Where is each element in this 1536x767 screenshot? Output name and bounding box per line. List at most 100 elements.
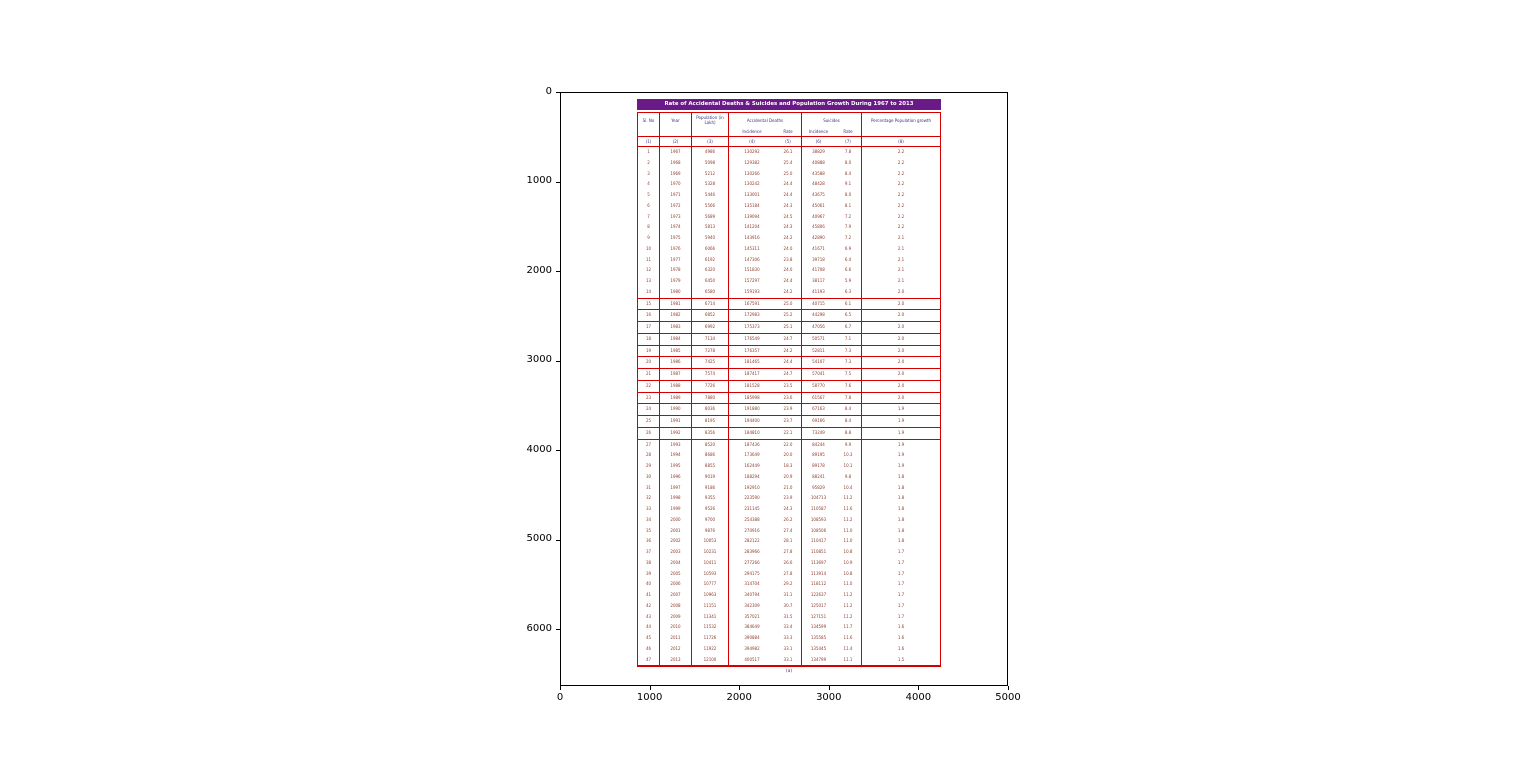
table-cell: 40715 — [801, 298, 835, 310]
table-cell: 5689 — [691, 211, 728, 223]
table-cell: 10.3 — [843, 452, 853, 458]
table-cell: 8686 — [691, 450, 728, 461]
table-cell: 9355 — [691, 493, 728, 504]
table-cell: 1.6 — [861, 622, 940, 633]
x-tick-mark — [918, 686, 920, 690]
table-cell: 47056 — [801, 322, 835, 333]
col-header-suicides: Suicides — [801, 113, 861, 127]
table-row: 2 1968 5098 129382 25.4 40888 8.0 2.2 — [638, 157, 940, 169]
table-cell: 282122 — [728, 536, 775, 547]
table-cell: 7.3 — [844, 347, 852, 353]
table-cell: 22.0 — [783, 441, 793, 447]
table-cell: 139094 — [728, 211, 775, 223]
table-row: 6 1972 5566 135184 24.3 45061 8.1 2.2 — [638, 200, 940, 212]
table-cell: 9019 — [691, 471, 728, 483]
table-cell: 7.2 — [844, 235, 852, 240]
table-cell: 394982 — [728, 643, 775, 655]
table-cell: 26 — [645, 429, 652, 435]
table-cell: 27 — [645, 441, 652, 447]
table-cell: 1990 — [659, 404, 691, 415]
table-cell: 24.2 — [783, 235, 793, 240]
table-cell: 1.8 — [861, 504, 940, 515]
table-cell: 20.0 — [783, 452, 793, 458]
table-cell: 2.1 — [861, 276, 940, 287]
table-cell: 9526 — [691, 504, 728, 515]
table-cell: 6.4 — [844, 256, 852, 262]
table-cell: 11.2 — [843, 592, 853, 597]
table-cell: 277266 — [728, 557, 775, 569]
table-cell: 41671 — [801, 243, 835, 255]
table-cell: 69166 — [801, 416, 835, 427]
table-cell: 28.1 — [783, 538, 793, 544]
table-cell: 2.2 — [861, 190, 940, 201]
table-row: 13 1979 6450 157297 24.4 38117 5.9 2.1 — [638, 276, 940, 287]
x-tick-label: 4000 — [905, 692, 932, 703]
table-cell: 1.8 — [861, 493, 940, 504]
table-cell: 1968 — [659, 157, 691, 169]
table-cell: 35 — [645, 527, 652, 533]
table-cell: 125017 — [801, 600, 835, 612]
table-row: 33 1999 9526 231145 24.3 110587 11.6 1.8 — [638, 504, 940, 515]
table-cell: 11.2 — [843, 613, 853, 619]
table-cell: 9700 — [691, 514, 728, 526]
subheader-suicides-rate: Rate — [843, 129, 853, 134]
table-row: 47 2013 12100 400517 33.1 134799 11.1 1.5 — [638, 654, 940, 666]
table-cell: 45061 — [801, 200, 835, 212]
table-cell: 1.9 — [861, 404, 940, 415]
table-cell: 1.6 — [861, 643, 940, 655]
table-cell: 7278 — [691, 345, 728, 357]
table-cell: 34 — [645, 516, 652, 522]
table-row: 39 2005 10593 294175 27.8 113914 10.8 1.7 — [638, 568, 940, 580]
y-tick-mark — [556, 181, 560, 183]
table-cell: 25.0 — [783, 300, 793, 306]
table-cell: 23.9 — [783, 406, 793, 412]
table-cell: 1989 — [659, 392, 691, 404]
table-cell: 36 — [645, 538, 652, 544]
table-cell: 10231 — [691, 547, 728, 558]
table-cell: 2.2 — [861, 147, 940, 158]
col-header-population: Population (in Lakh) — [691, 113, 728, 127]
table-row: 40 2006 10777 314704 29.2 118112 11.0 1.7 — [638, 579, 940, 590]
table-cell: 8.1 — [844, 202, 852, 208]
table-cell: 24.0 — [783, 267, 793, 273]
table-cell: 11.6 — [843, 635, 853, 640]
table-cell: 1.7 — [861, 600, 940, 612]
x-tick-label: 1000 — [636, 692, 663, 703]
table-cell: 8.0 — [844, 192, 852, 197]
x-tick-mark — [1008, 686, 1009, 690]
table-cell: 2.0 — [861, 392, 940, 404]
table-cell: 1.7 — [861, 579, 940, 590]
table-cell: 1.8 — [861, 471, 940, 483]
table-cell: 133001 — [728, 190, 775, 201]
table-row: 15 1981 6714 167591 25.0 40715 6.1 2.0 — [638, 298, 940, 311]
y-tick-label: 3000 — [526, 354, 552, 365]
table-cell: 18 — [645, 335, 652, 341]
table-cell: 43675 — [801, 190, 835, 201]
table-cell: 2001 — [659, 525, 691, 537]
table-cell: 159193 — [728, 286, 775, 298]
table-cell: 1980 — [659, 286, 691, 298]
table-cell: 58770 — [801, 380, 835, 392]
table-cell: 89178 — [801, 461, 835, 472]
table-cell: 181528 — [728, 380, 775, 392]
y-tick-mark — [556, 271, 560, 272]
table-cell: 11.2 — [843, 602, 853, 608]
table-cell: 1.8 — [861, 482, 940, 494]
table-cell: 172983 — [728, 310, 775, 321]
table-cell: 8356 — [691, 427, 728, 439]
table-cell: 191880 — [728, 404, 775, 415]
x-tick-mark — [649, 686, 651, 690]
table-cell: 61567 — [801, 392, 835, 404]
table-cell: 1997 — [659, 482, 691, 494]
table-cell: 1.8 — [861, 536, 940, 547]
table-row: 35 2001 9876 270916 27.4 108506 11.0 1.8 — [638, 525, 940, 537]
table-row: 23 1989 7880 185998 23.6 61567 7.8 2.0 — [638, 392, 940, 405]
table-cell: 141204 — [728, 222, 775, 233]
table-cell: 2.0 — [861, 345, 940, 357]
table-cell: 31.1 — [783, 592, 793, 597]
table-cell: 11 — [645, 256, 652, 262]
table-caption: (a) — [785, 669, 793, 675]
table-cell: 9876 — [691, 525, 728, 537]
table-cell: 1996 — [659, 471, 691, 483]
table-cell: 175373 — [728, 322, 775, 333]
